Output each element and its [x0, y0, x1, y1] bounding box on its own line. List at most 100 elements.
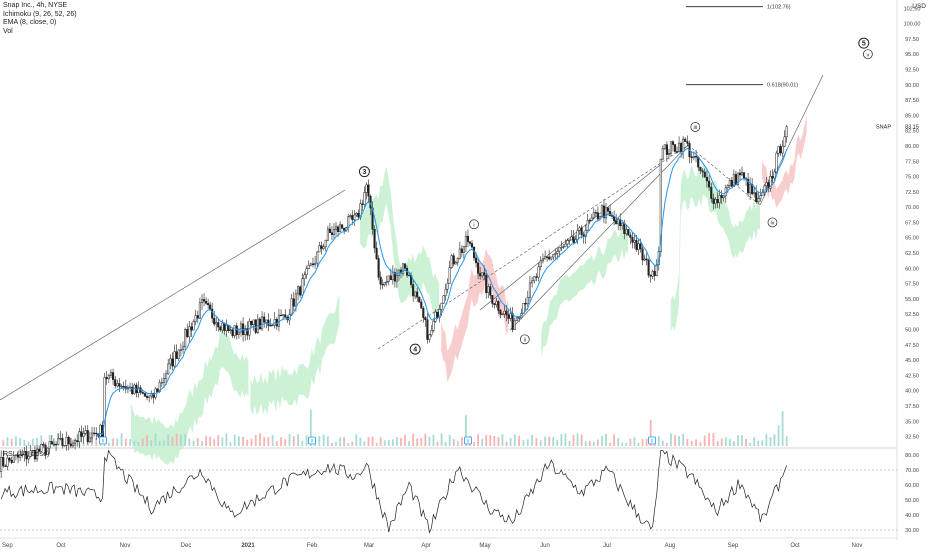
candle: [145, 392, 149, 401]
price-tick-label: 40.00: [905, 389, 919, 395]
volume-bar: [720, 438, 723, 446]
candle: [349, 213, 352, 219]
volume-bar: [209, 436, 212, 446]
volume-bar: [584, 441, 587, 446]
candle: [686, 135, 689, 147]
candle: [332, 223, 336, 240]
volume-bar: [305, 435, 308, 446]
ema-label[interactable]: EMA (8, close, 0): [3, 19, 57, 26]
volume-bar: [712, 433, 715, 446]
candle: [347, 213, 350, 233]
candle: [528, 275, 531, 303]
volume-bar: [292, 436, 295, 446]
candle: [568, 239, 571, 245]
candle: [716, 192, 719, 208]
wave-label: ii: [519, 334, 530, 345]
candle: [385, 275, 388, 287]
candle: [181, 341, 185, 354]
candle: [414, 291, 417, 300]
candle: [67, 435, 70, 451]
candle: [162, 373, 166, 389]
volume-bar: [213, 439, 216, 446]
candle: [188, 320, 191, 342]
candle: [708, 175, 711, 191]
candle: [448, 260, 451, 284]
volume-bar: [535, 437, 538, 446]
price-tick-label: 75.00: [905, 175, 919, 181]
candle: [341, 223, 344, 229]
symbol-title[interactable]: Snap Inc., 4h, NYSE: [3, 2, 68, 9]
candle: [627, 228, 630, 236]
candle: [769, 170, 772, 192]
candle: [207, 298, 210, 310]
volume-bar: [657, 435, 660, 446]
earnings-marker-icon: [648, 436, 656, 445]
candle: [507, 310, 510, 325]
candle: [357, 209, 360, 221]
candle: [109, 369, 113, 379]
price-tick-label: 60.00: [905, 266, 919, 272]
candle: [468, 240, 472, 247]
volume-bar: [196, 438, 199, 446]
candle: [198, 297, 201, 319]
candle: [747, 173, 750, 197]
candle: [250, 320, 253, 327]
candle: [738, 168, 742, 180]
candle: [444, 283, 447, 301]
candle: [531, 276, 534, 288]
candle: [673, 143, 677, 154]
candle: [714, 197, 717, 209]
svg-text:iii: iii: [693, 125, 697, 131]
price-tick-label: 45.00: [905, 358, 919, 364]
candle: [783, 130, 786, 148]
candle: [722, 195, 725, 202]
volume-bar: [318, 436, 321, 446]
candle: [290, 294, 293, 316]
volume-bar: [326, 436, 329, 446]
candle: [736, 172, 740, 186]
candle: [669, 141, 673, 157]
candle: [562, 244, 565, 249]
volume-bar: [674, 435, 676, 446]
candle: [395, 268, 398, 288]
price-tick-label: 50.00: [905, 328, 919, 334]
candle: [487, 283, 490, 299]
candle: [55, 441, 58, 452]
volume-bar: [580, 434, 583, 446]
candle: [194, 310, 197, 326]
candle: [466, 229, 470, 248]
ema-line: [96, 147, 788, 437]
candle: [497, 300, 500, 315]
volume-label[interactable]: Vol: [3, 27, 13, 35]
candle: [416, 287, 419, 302]
rsi-title[interactable]: RSI (14, close): [3, 451, 50, 458]
volume-bar: [420, 438, 423, 446]
candle: [179, 343, 182, 357]
candle: [116, 379, 119, 388]
candle: [645, 252, 648, 266]
volume-bar: [556, 440, 559, 446]
volume-bar: [171, 436, 174, 446]
time-tick-label: Jun: [540, 543, 550, 549]
candle: [513, 317, 516, 330]
volume-bar: [690, 441, 693, 446]
volume-bar: [116, 438, 119, 446]
volume-bar: [596, 439, 599, 446]
candle: [539, 256, 542, 271]
candle: [383, 281, 386, 287]
cloud-segment: [250, 294, 340, 416]
cloud-segment: [441, 248, 509, 383]
candle: [578, 226, 581, 235]
candle: [450, 253, 453, 269]
candle: [548, 249, 551, 261]
ichimoku-label[interactable]: Ichimoku (9, 26, 52, 26): [3, 10, 77, 18]
candle: [464, 231, 467, 253]
volume-bar: [124, 438, 127, 446]
volume-bar: [254, 434, 257, 446]
candle: [699, 166, 702, 175]
candle: [169, 354, 172, 370]
candle: [432, 318, 435, 333]
candle: [541, 253, 544, 264]
